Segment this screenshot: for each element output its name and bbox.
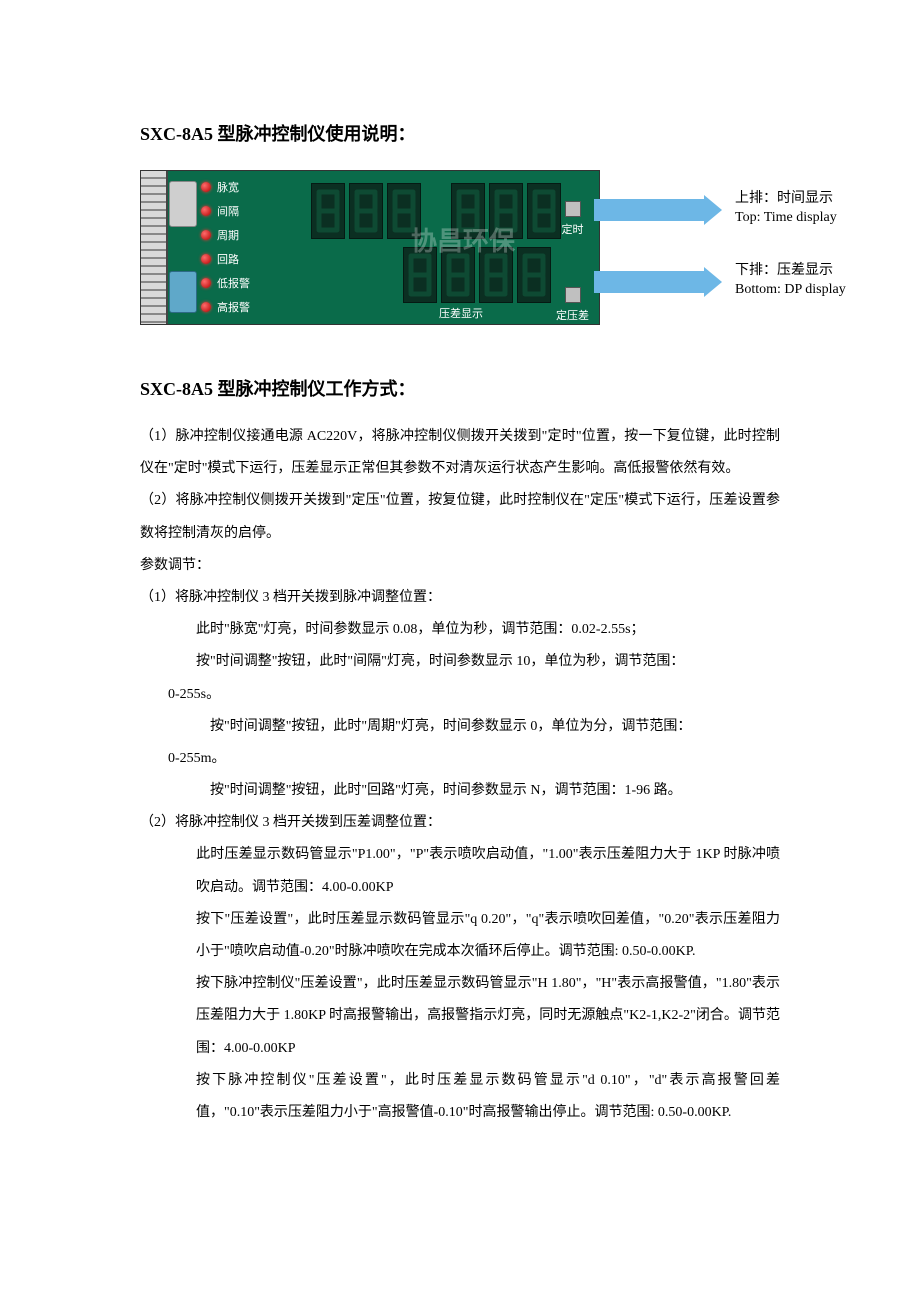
seg-digit [489,183,523,239]
led-label: 间隔 [217,203,239,219]
paragraph: 0-255s。 [140,679,780,711]
paragraph-text: 按下脉冲控制仪"压差设置"，此时压差显示数码管显示"d 0.10"，"d"表示高… [196,1073,780,1120]
arrow-top-icon [594,198,722,222]
timer-button[interactable] [565,201,581,217]
callout-bottom-en: Bottom: DP display [735,281,846,300]
timer-button-label: 定时 [562,221,584,237]
paragraph: 此时压差显示数码管显示"P1.00"，"P"表示喷吹启动值，"1.00"表示压差… [140,839,780,903]
led-column: 脉宽 间隔 周期 回路 低报警 高报警 [201,179,250,315]
paragraph-text: 按下脉冲控制仪"压差设置"，此时压差显示数码管显示"H 1.80"，"H"表示高… [196,976,780,1055]
side-buttons: 定时 定压差 [556,201,589,323]
paragraph: （2）将脉冲控制仪 3 档开关拨到压差调整位置： [140,807,780,839]
paragraph: 此时"脉宽"灯亮，时间参数显示 0.08，单位为秒，调节范围：0.02-2.55… [140,614,780,646]
paragraph: 按下"压差设置"，此时压差显示数码管显示"q 0.20"，"q"表示喷吹回差值，… [140,904,780,968]
led-low-alarm-icon [201,278,211,288]
seg-digit [517,247,551,303]
paragraph: 按下脉冲控制仪"压差设置"，此时压差显示数码管显示"H 1.80"，"H"表示高… [140,968,780,1065]
led-label: 低报警 [217,275,250,291]
led-pulse-width-icon [201,182,211,192]
arrow-bottom-icon [594,270,722,294]
dp-button[interactable] [565,287,581,303]
paragraph: 按"时间调整"按钮，此时"回路"灯亮，时间参数显示 N，调节范围：1-96 路。 [140,775,780,807]
callout-bottom-cn: 下排：压差显示 [735,262,846,281]
dp-button-label: 定压差 [556,307,589,323]
paragraph: 按"时间调整"按钮，此时"间隔"灯亮，时间参数显示 10，单位为秒，调节范围： [140,646,780,678]
led-label: 周期 [217,227,239,243]
callout-top-cn: 上排：时间显示 [735,190,837,209]
callout-top-en: Top: Time display [735,209,837,228]
paragraph: （1）将脉冲控制仪 3 档开关拨到脉冲调整位置： [140,582,780,614]
paragraph: （2）将脉冲控制仪侧拨开关拨到"定压"位置，按复位键，此时控制仪在"定压"模式下… [140,485,780,549]
seg-digit [387,183,421,239]
led-label: 回路 [217,251,239,267]
callouts: 上排：时间显示 Top: Time display 下排：压差显示 Bottom… [600,170,780,325]
led-period-icon [201,230,211,240]
capacitor [169,181,197,227]
led-interval-icon [201,206,211,216]
seg-digit [451,183,485,239]
seg-digit [403,247,437,303]
title-mode: SXC-8A5 型脉冲控制仪工作方式： [140,375,780,401]
paragraph: 按"时间调整"按钮，此时"周期"灯亮，时间参数显示 0，单位为分，调节范围： [140,711,780,743]
callout-top: 上排：时间显示 Top: Time display [735,190,837,228]
seg-digit [311,183,345,239]
pcb-board: 脉宽 间隔 周期 回路 低报警 高报警 [140,170,600,325]
body-text: （1）脉冲控制仪接通电源 AC220V，将脉冲控制仪侧拨开关拨到"定时"位置，按… [140,421,780,1129]
device-figure: 脉宽 间隔 周期 回路 低报警 高报警 [140,170,780,325]
seg-digit [349,183,383,239]
callout-bottom: 下排：压差显示 Bottom: DP display [735,262,846,300]
seg-digit [441,247,475,303]
led-label: 高报警 [217,299,250,315]
dp-caption: 压差显示 [439,305,483,321]
title-usage: SXC-8A5 型脉冲控制仪使用说明： [140,120,780,146]
seven-seg-displays [311,183,561,303]
resistor [169,271,197,313]
led-label: 脉宽 [217,179,239,195]
led-loop-icon [201,254,211,264]
edge-connector [141,171,168,324]
paragraph: 0-255m。 [140,743,780,775]
paragraph: 按下脉冲控制仪"压差设置"，此时压差显示数码管显示"d 0.10"，"d"表示高… [140,1065,780,1129]
paragraph: 参数调节： [140,550,780,582]
paragraph: （1）脉冲控制仪接通电源 AC220V，将脉冲控制仪侧拨开关拨到"定时"位置，按… [140,421,780,485]
seg-digit [479,247,513,303]
paragraph-text: 此时压差显示数码管显示"P1.00"，"P"表示喷吹启动值，"1.00"表示压差… [196,847,780,894]
led-high-alarm-icon [201,302,211,312]
paragraph-text: 按下"压差设置"，此时压差显示数码管显示"q 0.20"，"q"表示喷吹回差值，… [196,912,780,959]
